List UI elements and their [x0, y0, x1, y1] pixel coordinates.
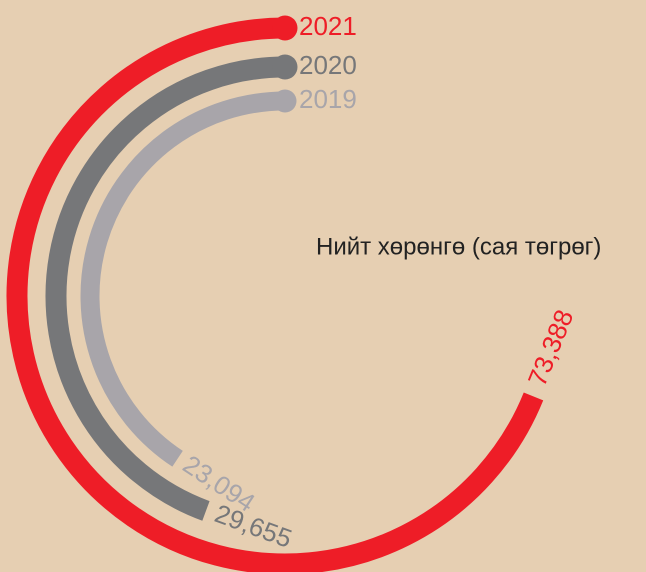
arc-start-dot [272, 15, 298, 41]
arc-bar [45, 56, 286, 521]
arc-bar [6, 17, 544, 572]
arc-start-dot [273, 89, 297, 113]
year-label: 2021 [299, 11, 357, 41]
year-label: 2020 [299, 50, 357, 80]
arc-start-dot [272, 54, 298, 80]
year-label: 2019 [299, 84, 357, 114]
chart-title: Нийт хөрөнгө (сая төгрөг) [316, 233, 601, 260]
arc-bar [80, 91, 286, 467]
